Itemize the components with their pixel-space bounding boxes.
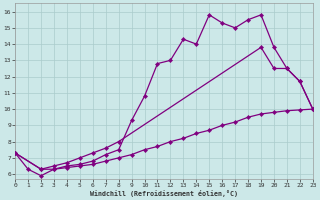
- X-axis label: Windchill (Refroidissement éolien,°C): Windchill (Refroidissement éolien,°C): [90, 190, 238, 197]
